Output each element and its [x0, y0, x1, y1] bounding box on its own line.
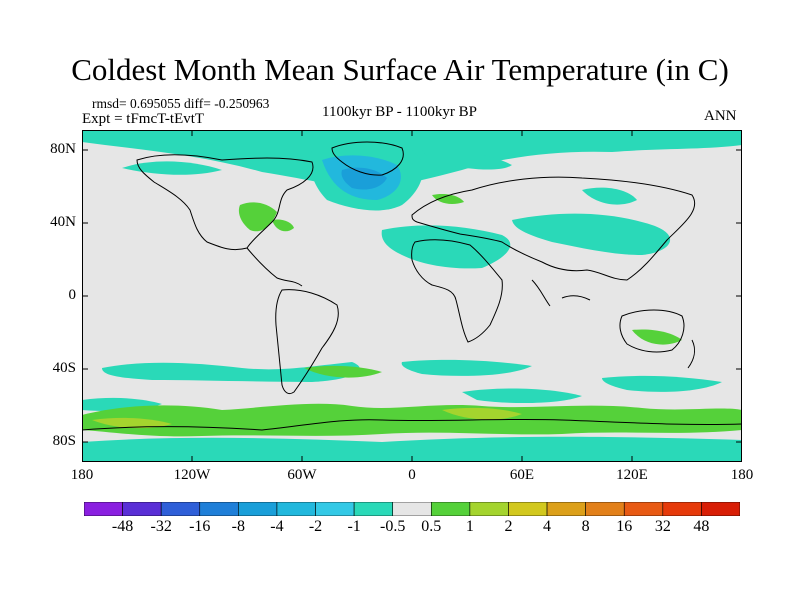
colorbar-tick-label: 48 — [693, 518, 710, 535]
lon-label: 180 — [70, 467, 94, 483]
colorbar-tick-label: -48 — [111, 518, 134, 535]
colorbar-tick-label: 8 — [581, 518, 590, 535]
temperature-map — [82, 130, 742, 462]
cooling-regions — [82, 130, 742, 462]
period-label: 1100kyr BP - 1100kyr BP — [322, 104, 478, 120]
lon-label: 0 — [408, 467, 416, 483]
lon-label: 180 — [730, 467, 754, 483]
colorbar-tick-label: -0.5 — [380, 518, 406, 535]
colorbar-swatch — [238, 502, 278, 516]
colorbar-tick-label: -1 — [347, 518, 361, 535]
colorbar-swatch — [160, 502, 201, 516]
colorbar-tick-label: 0.5 — [421, 518, 442, 535]
colorbar-tick-label: 2 — [504, 518, 513, 535]
colorbar-swatch — [469, 502, 509, 516]
colorbar-swatch — [623, 502, 664, 516]
colorbar-tick-label: 4 — [543, 518, 552, 535]
colorbar — [84, 502, 740, 516]
colorbar-swatch — [585, 502, 625, 516]
colorbar-swatch — [392, 502, 432, 516]
colorbar-swatch — [701, 502, 740, 516]
experiment-label: Expt = tFmcT-tEvtT — [82, 111, 205, 127]
colorbar-tick-label: 32 — [654, 518, 671, 535]
coastlines — [82, 141, 742, 431]
stats-label: rmsd= 0.695055 diff= -0.250963 — [92, 96, 270, 111]
lon-label: 120W — [173, 467, 211, 483]
lon-label: 60E — [509, 467, 535, 483]
colorbar-tick-label: -4 — [270, 518, 284, 535]
lon-label: 120E — [616, 467, 648, 483]
map-title: Coldest Month Mean Surface Air Temperatu… — [71, 52, 729, 87]
colorbar-tick-label: -16 — [189, 518, 211, 535]
colorbar-tick-label: 1 — [465, 518, 474, 535]
season-label: ANN — [704, 108, 737, 124]
colorbar-swatch — [508, 502, 548, 516]
colorbar-swatch — [315, 502, 355, 516]
lat-label: 40N — [50, 214, 76, 230]
lat-label: 80S — [52, 433, 76, 449]
colorbar-swatch — [122, 502, 162, 516]
colorbar-tick-label: -2 — [308, 518, 323, 535]
colorbar-tick-label: -32 — [150, 518, 172, 535]
colorbar-tick-label: -8 — [231, 518, 245, 535]
colorbar-swatch — [353, 502, 394, 516]
colorbar-swatch — [546, 502, 586, 516]
lat-label: 40S — [52, 360, 76, 376]
colorbar-swatch — [662, 502, 702, 516]
colorbar-swatch — [199, 502, 239, 516]
colorbar-swatch — [430, 502, 471, 516]
lat-label: 80N — [50, 141, 76, 157]
map-frame — [82, 130, 742, 462]
lon-label: 60W — [287, 467, 317, 483]
colorbar-tick-label: 16 — [616, 518, 633, 535]
colorbar-swatch — [276, 502, 316, 516]
lat-label: 0 — [68, 287, 77, 303]
colorbar-swatch — [84, 502, 123, 516]
